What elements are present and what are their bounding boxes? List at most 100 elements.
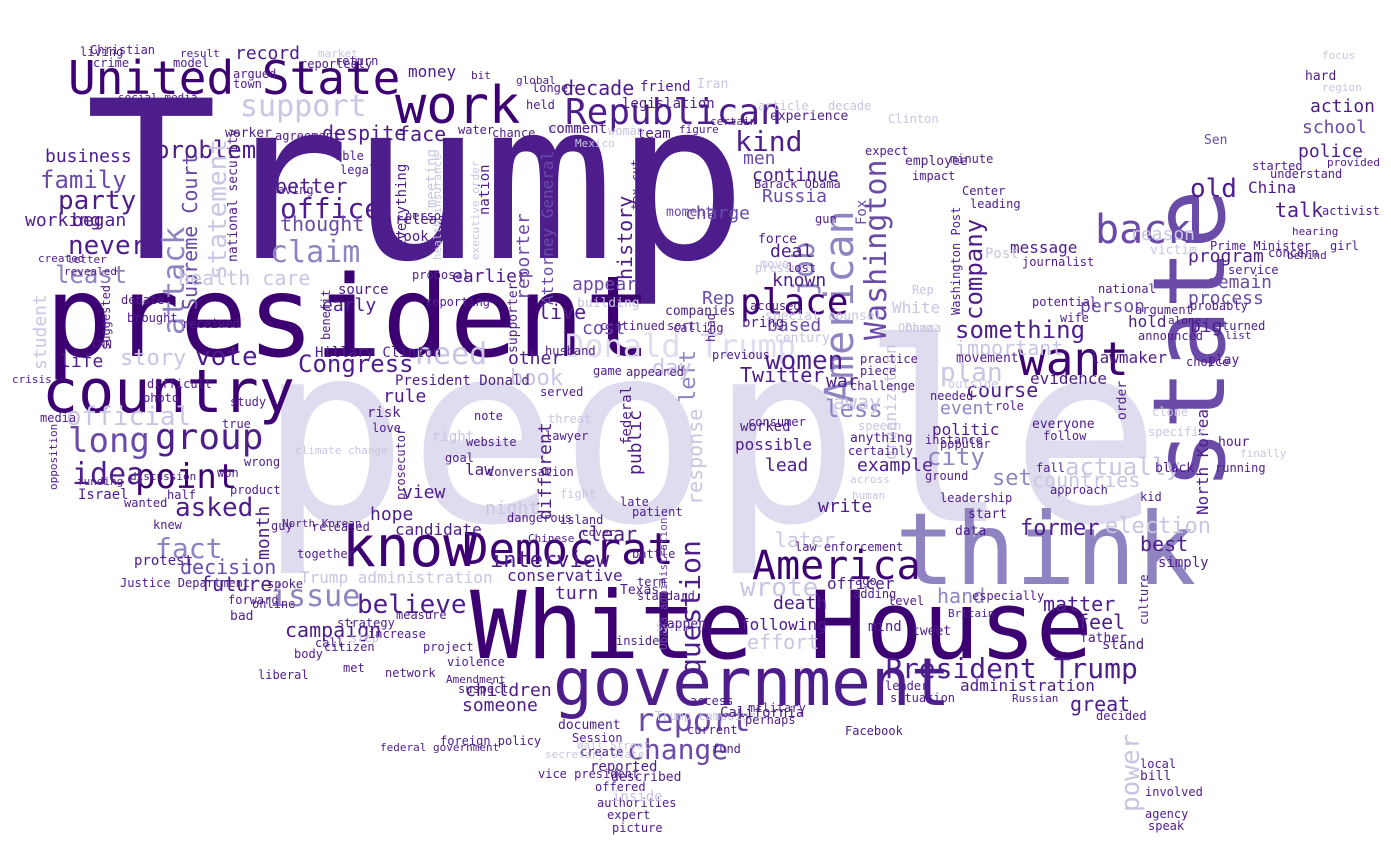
word: stand [1102,637,1145,653]
word: calling [673,321,724,335]
word: deal [770,241,814,262]
word: agreement [275,129,341,143]
word: violence [447,655,505,669]
word: city [927,443,985,471]
word: turn [555,583,599,604]
word: process [1188,288,1264,309]
word: simply [1158,555,1209,571]
word: level [888,594,925,608]
word: Texas [620,583,660,598]
word: wrote [740,573,819,603]
word: White [892,298,941,317]
word: White House [470,572,1093,681]
word: point [135,457,238,497]
word: project [423,640,474,654]
word: following [740,615,827,634]
word: product [230,483,281,497]
word: leadership [940,491,1013,505]
word: released [395,212,463,228]
word: bill [1140,769,1172,784]
word: based [767,315,822,336]
word: suggested [99,284,113,350]
word: big [1190,316,1223,337]
word: hope [370,504,414,525]
word: administration [960,676,1095,695]
word: website [466,435,517,449]
word: argument [1135,303,1193,317]
word: brought [127,311,178,325]
word: Syria [656,621,690,634]
word: late [620,495,649,509]
word: away [833,390,882,414]
word: meeting [424,148,440,208]
word: matter [1043,592,1116,616]
word: women [765,346,844,376]
word: measure [396,608,447,622]
word: moment [666,205,713,220]
word: party [58,186,137,216]
word: Amendment [446,673,506,686]
word: men [743,148,776,169]
word: data [955,524,987,539]
word: certainly [848,444,914,458]
word: adding [853,587,897,601]
word: effort [747,630,820,654]
word: hard [1305,69,1337,84]
word: climate change [295,444,388,457]
word: lead [765,455,809,476]
word: bit [471,69,491,82]
word: police [1298,141,1364,162]
word: debate [121,293,165,307]
word: standard [637,589,695,603]
word: access [690,694,734,708]
word: think [895,491,1197,608]
word: love [372,421,401,435]
word: service [1228,263,1279,277]
word: rule [383,386,427,407]
word: situation [890,691,956,705]
word: alone [1168,314,1202,327]
word: Trump [85,54,748,310]
word: vote [195,342,258,372]
word: held [526,98,555,112]
word: Prime Minister [1210,239,1312,253]
word: able [335,149,364,163]
word: previous [712,348,770,362]
word: important [955,336,1064,360]
word: prosecutor [394,427,408,500]
word: received [182,317,240,331]
word: document [558,718,621,733]
word: claim [270,235,361,270]
word: former [1020,516,1100,541]
word: return [335,54,379,68]
word: bring [742,315,785,331]
word: record [235,43,301,64]
word: movement [956,351,1019,366]
word: special counsel [765,309,883,324]
word: benefit [319,289,333,340]
word: concern [1268,246,1319,260]
word: reporting [425,295,491,309]
word: current [687,723,738,737]
word: talk [1275,198,1324,222]
word: Russia [762,186,828,207]
word: happen [659,617,706,632]
word: back [1095,207,1192,253]
word: right [432,429,475,445]
word: tax cut [629,159,643,210]
word: crime [93,56,130,70]
word: long [68,421,150,461]
word: minute [950,152,994,166]
word: town [233,77,262,91]
word: game [593,364,622,378]
word: Mexico [575,137,615,150]
word: journalist [1022,255,1095,269]
word: support [240,89,367,124]
word: start [968,507,1008,522]
word: source [338,282,389,298]
word: face [398,122,447,146]
word: President Donald [395,373,530,389]
word: North Korean [282,517,362,530]
word: started [1252,159,1303,173]
word: risk [367,405,401,421]
